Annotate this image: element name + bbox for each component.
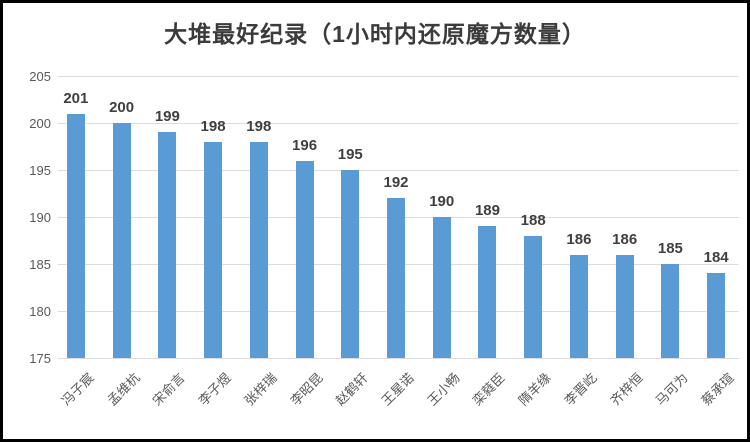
bar-孟维杭	[112, 123, 131, 358]
x-axis-category-label: 张梓瑞	[241, 370, 280, 409]
gridline-y-205	[58, 76, 739, 77]
x-axis-category-label: 李晋屹	[561, 370, 600, 409]
bar-value-label: 186	[612, 230, 638, 248]
bar-齐梓恒	[615, 254, 634, 358]
bar-value-label: 200	[109, 99, 135, 116]
bar-value-label: 196	[292, 136, 318, 154]
x-axis-category-label: 隋羊缘	[515, 370, 554, 409]
x-axis-category-label: 赵鹤轩	[332, 370, 371, 409]
bar-value-label: 199	[154, 108, 180, 126]
bar-王小畅	[432, 217, 451, 358]
y-axis-tick-label: 205	[29, 69, 51, 84]
bar-蔡承瑄	[707, 273, 726, 358]
bar-value-label: 189	[474, 202, 500, 220]
y-axis-tick-label: 195	[29, 163, 51, 178]
chart-title: 大堆最好纪录（1小时内还原魔方数量）	[164, 21, 586, 47]
y-axis-tick-label: 180	[29, 304, 51, 319]
gridline-y-195	[58, 170, 739, 171]
bar-马可为	[661, 264, 680, 358]
bar-value-label: 188	[520, 211, 546, 229]
y-axis-tick-label: 185	[29, 257, 51, 272]
x-axis-category-label: 栾蕤臣	[469, 370, 509, 409]
y-axis-tick-label: 200	[29, 116, 51, 131]
bar-value-label: 201	[63, 89, 89, 107]
x-axis-category-label: 孟维杭	[104, 370, 143, 409]
bar-隋羊缘	[524, 235, 543, 358]
x-axis-category-label: 李昭昆	[287, 370, 326, 409]
bar-赵鹤轩	[341, 170, 360, 358]
bar-王星诺	[387, 198, 405, 358]
x-axis-category-label: 齐梓恒	[607, 370, 646, 409]
bar-value-label: 184	[703, 249, 729, 267]
x-axis-category-label: 宋俞言	[149, 370, 189, 409]
bar-value-label: 198	[200, 117, 226, 135]
x-axis-category-label: 冯子宸	[58, 370, 97, 409]
bar-张梓瑞	[249, 141, 268, 358]
bar-value-label: 192	[383, 174, 409, 192]
x-axis-category-label: 马可为	[652, 370, 692, 409]
bar-宋俞言	[158, 132, 177, 358]
bar-李晋屹	[569, 254, 588, 358]
bar-冯子宸	[66, 113, 85, 358]
x-axis-category-label: 王小畅	[424, 370, 463, 409]
y-axis-tick-label: 190	[29, 210, 51, 225]
bar-李昭昆	[295, 160, 314, 358]
bar-value-label: 185	[657, 240, 683, 257]
bar-栾蕤臣	[478, 226, 497, 358]
bar-value-label: 190	[429, 193, 455, 210]
bar-李子煜	[204, 141, 223, 358]
x-axis-category-label: 李子煜	[195, 370, 234, 409]
gridline-y-175	[58, 358, 739, 359]
y-axis-tick-label: 175	[29, 351, 51, 366]
bar-value-label: 198	[246, 117, 272, 135]
x-axis-category-label: 蔡承瑄	[698, 370, 737, 409]
x-axis-category-label: 王星诺	[378, 370, 417, 409]
bar-value-label: 195	[337, 146, 363, 163]
gridline-y-200	[58, 123, 739, 124]
bar-value-label: 186	[566, 230, 592, 248]
